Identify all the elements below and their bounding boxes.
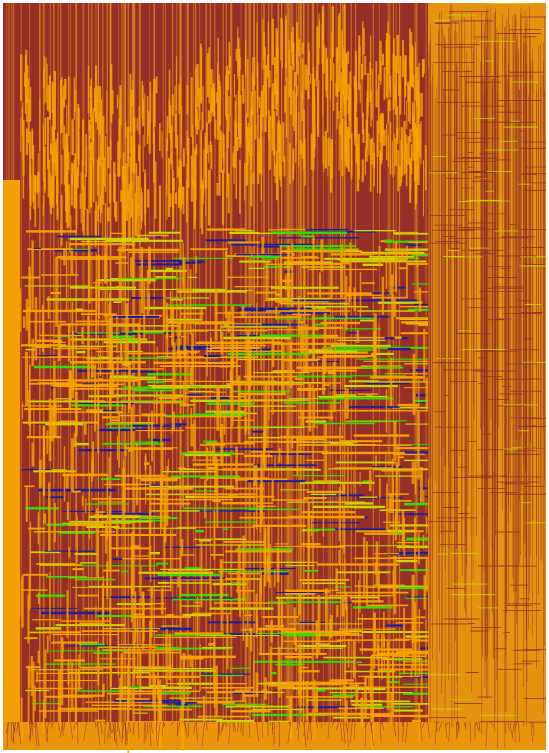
layout-image [0, 0, 549, 753]
bottom-texture [458, 722, 459, 723]
page: (() => { const svg = document.getElement… [0, 0, 549, 753]
bottom-texture [311, 722, 312, 723]
